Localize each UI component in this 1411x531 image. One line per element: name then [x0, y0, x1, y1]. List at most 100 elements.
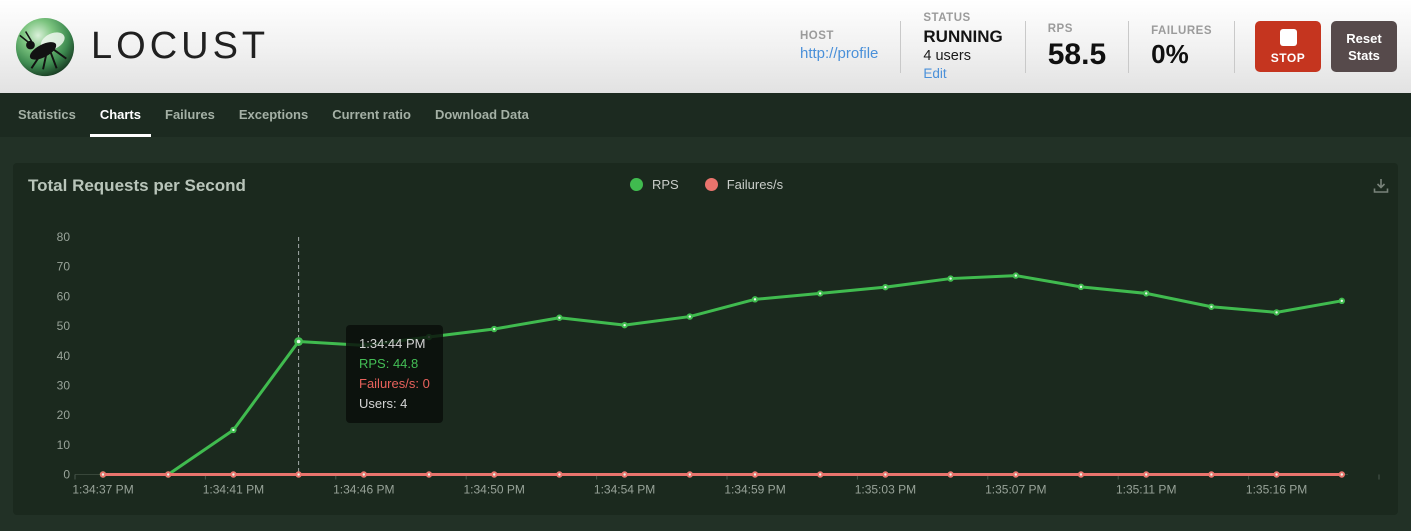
chart-tooltip: 1:34:44 PM RPS: 44.8 Failures/s: 0 Users… [346, 325, 443, 423]
rps-line [101, 274, 1344, 476]
x-axis-label: 1:34:41 PM [203, 483, 264, 497]
download-icon [1373, 179, 1389, 193]
header-hud: HOST http://profile STATUS RUNNING 4 use… [778, 0, 1411, 93]
point-center [297, 473, 300, 476]
y-axis-label: 80 [57, 230, 71, 244]
tab-failures[interactable]: Failures [165, 107, 215, 122]
rps-legend-dot-icon [630, 178, 643, 191]
x-axis-label: 1:34:37 PM [72, 483, 133, 497]
y-axis-label: 30 [57, 378, 71, 392]
reset-stats-button[interactable]: Reset Stats [1331, 21, 1397, 72]
legend-failures-label: Failures/s [726, 177, 784, 192]
point-center [819, 473, 822, 476]
stop-button[interactable]: STOP [1255, 21, 1321, 72]
nav-tabs: Statistics Charts Failures Exceptions Cu… [0, 93, 1411, 137]
tooltip-failures: Failures/s: 0 [359, 376, 430, 391]
tab-charts[interactable]: Charts [89, 93, 151, 137]
point-center [493, 327, 496, 331]
divider [1128, 20, 1130, 73]
point-center [167, 473, 170, 476]
point-center [884, 285, 887, 289]
locust-logo-icon [15, 17, 75, 76]
rps-chart[interactable]: 0 10 20 30 40 50 60 70 80 1:34:37 PM 1:34:41 PM 1:3… [13, 163, 1398, 515]
y-axis-label: 40 [57, 349, 71, 363]
status-stat: STATUS RUNNING 4 users Edit [901, 12, 1024, 81]
y-axis-label: 20 [57, 408, 71, 422]
point-center [819, 292, 822, 295]
point-center [1340, 299, 1344, 303]
point-center [493, 473, 496, 476]
point-center [296, 339, 301, 344]
x-axis-label: 1:34:59 PM [724, 483, 785, 497]
tooltip-rps: RPS: 44.8 [359, 356, 419, 371]
legend-item-rps[interactable]: RPS [630, 177, 679, 192]
divider [1234, 20, 1235, 73]
legend-rps-label: RPS [652, 177, 679, 192]
x-axis-label: 1:35:16 PM [1246, 483, 1307, 497]
x-axis-label: 1:34:46 PM [333, 483, 394, 497]
tab-exceptions[interactable]: Exceptions [238, 107, 309, 122]
x-axis-label: 1:34:50 PM [464, 483, 525, 497]
y-axis-label: 10 [57, 438, 71, 452]
tooltip-users: Users: 4 [359, 396, 408, 411]
rps-label: RPS [1047, 22, 1073, 35]
point-center [1275, 311, 1278, 314]
divider [1024, 20, 1026, 73]
x-axis-label: 1:35:11 PM [1116, 483, 1176, 497]
failures-legend-dot-icon [704, 178, 718, 191]
user-count: 4 users [923, 48, 971, 64]
stop-button-label: STOP [1270, 50, 1306, 65]
host-link[interactable]: http://profile [800, 45, 879, 62]
status-value: RUNNING [923, 27, 1003, 46]
tab-download-data[interactable]: Download Data [434, 107, 529, 122]
tab-current-ratio[interactable]: Current ratio [332, 107, 411, 122]
point-center [1014, 473, 1017, 476]
y-axis-label: 50 [57, 319, 71, 333]
divider [900, 20, 902, 73]
y-axis-label: 60 [57, 289, 71, 303]
rps-value: 58.5 [1047, 37, 1107, 71]
download-chart-button[interactable] [1368, 173, 1394, 199]
point-center [753, 473, 757, 476]
charts-page: 0 10 20 30 40 50 60 70 80 1:34:37 PM 1:34:41 PM 1:3… [0, 137, 1411, 531]
point-center [232, 473, 235, 476]
x-axis-label: 1:35:07 PM [985, 483, 1046, 497]
chart-title: Total Requests per Second [28, 176, 246, 195]
point-center [949, 277, 952, 280]
edit-link[interactable]: Edit [923, 66, 947, 81]
point-center [101, 473, 105, 476]
x-axis-label: 1:34:54 PM [594, 483, 655, 497]
host-label: HOST [800, 30, 834, 42]
point-center [427, 473, 431, 476]
point-center [1079, 285, 1083, 289]
host-stat: HOST http://profile [778, 30, 900, 63]
point-center [688, 473, 691, 476]
stop-icon [1279, 28, 1297, 46]
point-center [623, 323, 626, 327]
x-axis-label: 1:35:03 PM [855, 483, 916, 497]
y-axis-label: 0 [63, 468, 70, 482]
app-title: LOCUST [91, 25, 270, 67]
point-center [232, 428, 235, 432]
tooltip-time: 1:34:44 PM [359, 336, 426, 351]
legend-item-failures[interactable]: Failures/s [704, 177, 784, 192]
point-center [1145, 292, 1148, 295]
chart-legend: RPS Failures/s [630, 177, 783, 192]
point-center [949, 473, 952, 476]
point-center [1145, 473, 1148, 476]
failures-label: FAILURES [1151, 24, 1212, 37]
point-center [1340, 473, 1344, 476]
point-center [558, 473, 561, 476]
chart-panel: 0 10 20 30 40 50 60 70 80 1:34:37 PM 1:34:41 PM 1:3… [13, 163, 1398, 515]
logo: LOCUST [0, 16, 269, 78]
failures-value: 0% [1151, 38, 1189, 69]
point-center [884, 473, 887, 476]
failures-stat: FAILURES 0% [1129, 25, 1234, 69]
point-center [1210, 305, 1213, 308]
point-center [1014, 274, 1017, 277]
tab-statistics[interactable]: Statistics [18, 107, 76, 122]
point-center [558, 316, 561, 319]
status-label: STATUS [923, 12, 971, 24]
rps-stat: RPS 58.5 [1026, 23, 1128, 71]
